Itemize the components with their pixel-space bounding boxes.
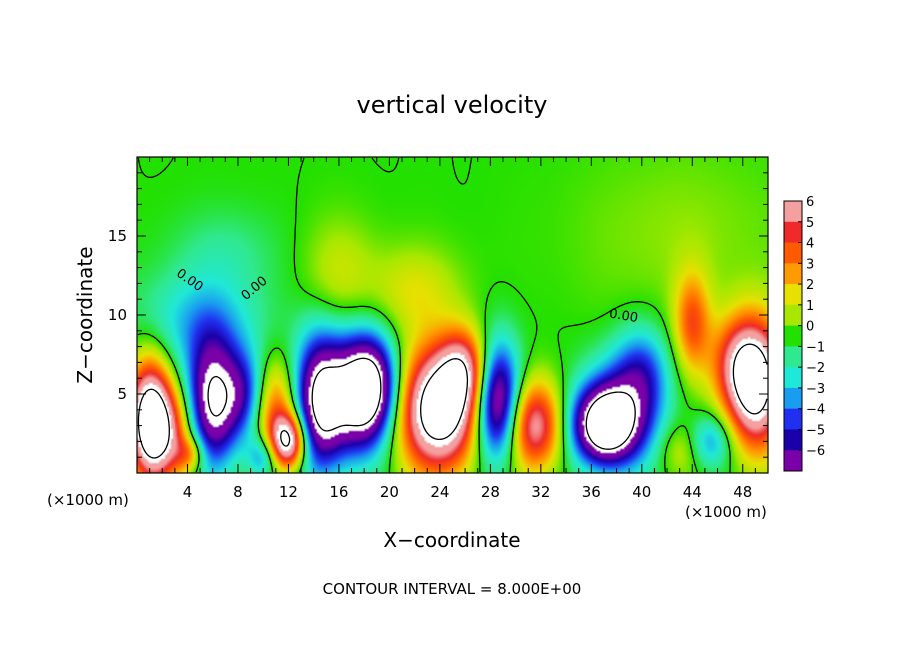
colorbar-swatch [784, 346, 802, 368]
colorbar-label: −2 [806, 361, 825, 376]
y-axis: 5 10 15 [108, 172, 768, 458]
x-axis-label: X−coordinate [383, 528, 520, 552]
colorbar-label: 5 [806, 216, 814, 231]
colorbar-label: 1 [806, 299, 814, 314]
colorbar-label: 6 [806, 195, 814, 210]
colorbar-swatch [784, 221, 802, 244]
contour-lines [137, 157, 768, 473]
colorbar-swatch [784, 367, 802, 389]
colorbar-swatch [784, 304, 802, 327]
x-unit-left: (×1000 m) [47, 491, 129, 509]
chart-title: vertical velocity [357, 91, 548, 119]
contour-level-line [137, 157, 731, 473]
x-tick-label: 36 [582, 483, 601, 501]
x-unit-right: (×1000 m) [685, 503, 767, 521]
colorbar-swatch [784, 408, 802, 430]
x-tick-label: 12 [279, 483, 298, 501]
y-tick-label: 15 [108, 227, 127, 245]
x-axis: 4 8 12 16 20 24 28 32 36 40 44 48 [149, 157, 756, 501]
colorbar-swatch [784, 387, 802, 410]
colorbar-label: −1 [806, 340, 825, 355]
colorbar-swatch [784, 263, 802, 285]
y-axis-label: Z−coordinate [73, 246, 97, 383]
x-tick-label: 28 [481, 483, 500, 501]
colorbar-swatch [784, 450, 802, 472]
colorbar-swatch [784, 284, 802, 306]
colorbar-label: −4 [806, 403, 825, 418]
colorbar-swatch [784, 242, 802, 264]
colorbar-label: −6 [806, 444, 825, 459]
colorbar-frame [783, 200, 803, 472]
y-tick-label: 5 [117, 385, 127, 403]
colorbar-swatch [784, 429, 802, 451]
x-tick-label: 4 [183, 483, 193, 501]
x-tick-label: 20 [380, 483, 399, 501]
heatmap-field [137, 157, 768, 473]
colorbar-label: 2 [806, 278, 814, 293]
x-tick-label: 8 [233, 483, 243, 501]
colorbar-label: −3 [806, 382, 825, 397]
x-tick-label: 16 [329, 483, 348, 501]
velocity-field-image [137, 157, 768, 473]
x-tick-label: 48 [733, 483, 752, 501]
contour-label: 0.00 [608, 306, 639, 326]
x-tick-label: 40 [632, 483, 651, 501]
contour-interval-note: CONTOUR INTERVAL = 8.000E+00 [323, 580, 582, 598]
x-tick-label: 44 [683, 483, 702, 501]
colorbar-label: −5 [806, 423, 825, 438]
colorbar: 6 5 4 3 2 1 0 −1 −2 −3 −4 −5 −6 [783, 195, 825, 472]
x-tick-label: 32 [531, 483, 550, 501]
colorbar-label: 3 [806, 257, 814, 272]
y-tick-label: 10 [108, 306, 127, 324]
contour-level-line [137, 343, 768, 459]
contour-level-line [207, 357, 636, 450]
colorbar-swatch [784, 325, 802, 347]
colorbar-label: 4 [806, 237, 814, 252]
colorbar-swatch [784, 201, 802, 223]
x-tick-label: 24 [430, 483, 449, 501]
colorbar-label: 0 [806, 320, 814, 335]
